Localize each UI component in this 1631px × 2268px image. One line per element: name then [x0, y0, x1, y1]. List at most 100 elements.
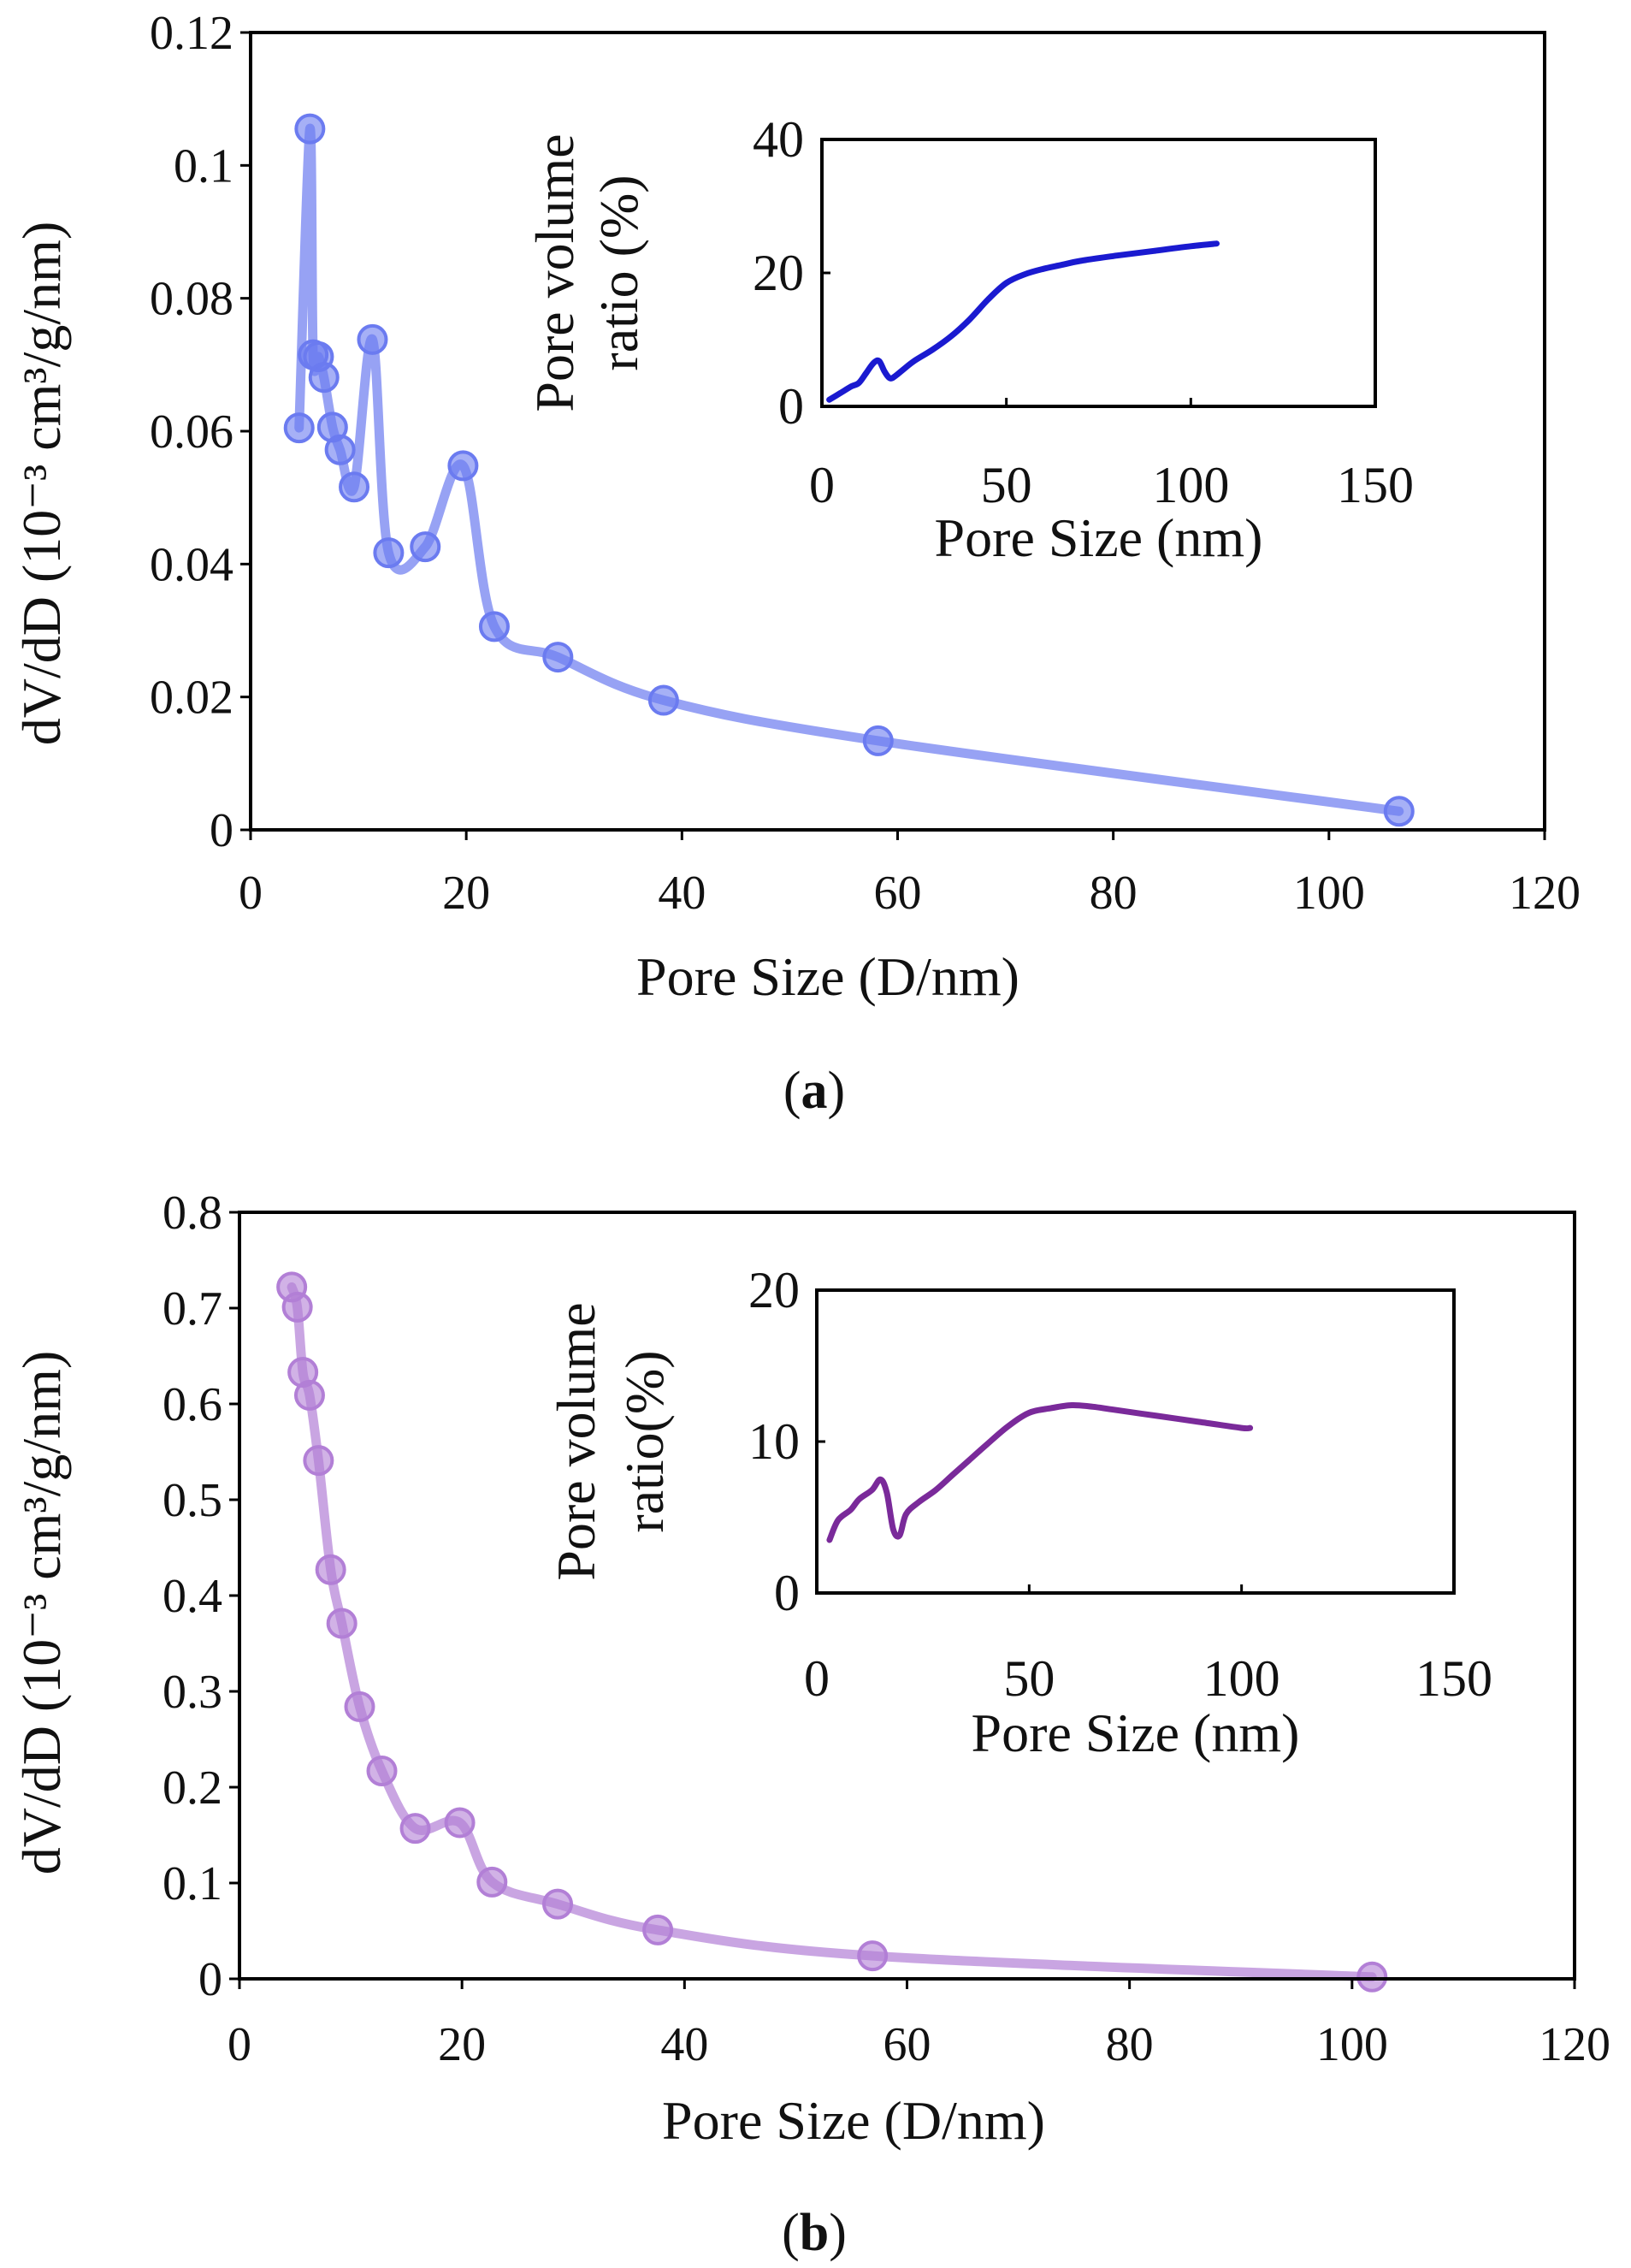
panel-a-plot-frame: [249, 31, 1546, 832]
panel-b-inset-line: [826, 1401, 1254, 1543]
panel-b-data-point: [642, 1914, 674, 1945]
panel-b-xtick-label: 100: [1316, 2018, 1388, 2071]
panel-a-inset-xtick-label: 0: [809, 457, 835, 513]
panel-a-data-point: [647, 684, 679, 716]
panel-b-data-point: [476, 1866, 508, 1898]
panel-a-xtick-label: 0: [239, 867, 263, 920]
panel-a-xtick-label: 120: [1509, 867, 1581, 920]
panel-b-inset-xtick-label: 100: [1203, 1650, 1280, 1707]
panel-b-xtick-label: 120: [1539, 2018, 1610, 2071]
panel-b-plot-frame: [238, 1211, 1576, 1981]
panel-a-ytick-label: 0.06: [150, 406, 233, 459]
panel-b-ytick-label: 0: [198, 1953, 222, 2006]
panel-a-inset-ylabel-line: ratio (%): [588, 175, 649, 370]
panel-a-inset-xtick-label: 50: [981, 457, 1032, 513]
panel-a-xtick-label: 40: [658, 867, 706, 920]
panel-b-series: [276, 1271, 1388, 1993]
panel-b-ytick-label: 0.7: [163, 1282, 222, 1335]
panel-b-data-point: [366, 1755, 398, 1786]
panel-b-data-point: [303, 1445, 334, 1477]
panel-a-data-point: [357, 323, 388, 355]
panel-b-xtick-label: 80: [1106, 2018, 1154, 2071]
panel-b-inset-xlabel: Pore Size (nm): [972, 1702, 1300, 1763]
panel-a-ytick-label: 0.12: [150, 7, 233, 60]
panel-b-inset-xtick-label: 150: [1415, 1650, 1492, 1707]
panel-a-data-point: [478, 611, 510, 643]
panel-a-inset-ytick-label: 20: [753, 245, 804, 301]
panel-b-data-point: [542, 1888, 574, 1920]
panel-a-inset-xtick-label: 150: [1337, 457, 1414, 513]
panel-b-ytick-label: 0.4: [163, 1570, 222, 1623]
panel-a-inset-ytick-label: 0: [778, 378, 804, 435]
panel-b-data-point: [315, 1554, 346, 1585]
panel-a-xlabel: Pore Size (D/nm): [636, 946, 1019, 1007]
panel-b-ytick-label: 0.8: [163, 1187, 222, 1240]
panel-a-data-point: [294, 113, 326, 145]
panel-b-inset: 0 10 20 0 50 100 150 Pore Size (nm) Pore volume r…: [546, 1262, 1492, 1763]
panel-a-letter: a: [801, 1062, 828, 1120]
panel-a-inset-xtick-label: 100: [1152, 457, 1229, 513]
panel-a-inset: 0 20 40 0 50 100 150 Pore Size (nm) Pore volume r…: [524, 111, 1414, 568]
panel-a-data-point: [308, 362, 340, 394]
panel-a-data-point: [410, 531, 441, 563]
panel-a-data-point: [339, 471, 370, 503]
panel-b-axes: 00.10.20.30.40.50.60.70.80 20 40 60 80 100 120: [163, 1187, 1610, 2071]
panel-b-ytick-label: 0.6: [163, 1378, 222, 1431]
panel-b-inset-frame: [815, 1288, 1456, 1595]
panel-b-inset-xtick-label: 50: [1003, 1650, 1055, 1707]
panel-a-inset-ytick-label: 40: [753, 111, 804, 168]
panel-a-label: (a): [783, 1062, 845, 1120]
panel-b-inset-ylabel-line: Pore volume: [546, 1302, 606, 1580]
panel-a-chart: 00.020.040.060.080.10.120 20 40 60 80 100 120 …: [11, 7, 1581, 1120]
panel-b-data-point: [281, 1291, 313, 1323]
panel-b-data-point: [344, 1691, 375, 1722]
panel-a-xtick-label: 100: [1293, 867, 1365, 920]
panel-b-inset-ytick-label: 0: [774, 1565, 800, 1621]
panel-b-ytick-label: 0.1: [163, 1857, 222, 1910]
panel-b-data-point: [857, 1940, 889, 1972]
panel-b-data-point: [444, 1807, 476, 1839]
panel-a-inset-line: [826, 240, 1220, 403]
panel-b-letter: b: [800, 2204, 829, 2262]
panel-b-inset-ytick-label: 20: [748, 1262, 800, 1318]
panel-b-inset-xtick-label: 0: [804, 1650, 830, 1707]
panel-a-data-point: [1383, 796, 1415, 827]
panel-b-ytick-label: 0.3: [163, 1666, 222, 1719]
panel-a-data-point: [373, 537, 405, 569]
panel-a-data-point: [862, 725, 894, 756]
panel-b-xlabel: Pore Size (D/nm): [662, 2090, 1045, 2151]
panel-a-series: [283, 113, 1415, 827]
panel-b-xtick-label: 60: [883, 2018, 931, 2071]
panel-a-inset-ylabel-line: Pore volume: [524, 133, 585, 412]
panel-b-data-point: [399, 1813, 431, 1845]
panel-a-xtick-label: 60: [874, 867, 922, 920]
panel-b-xtick-label: 40: [660, 2018, 708, 2071]
panel-b-xtick-label: 20: [438, 2018, 486, 2071]
panel-b-xtick-label: 0: [228, 2018, 251, 2071]
panel-a-data-point: [542, 642, 574, 673]
panel-b-ylabel: dV/dD (10⁻³ cm³/g/nm): [11, 1351, 72, 1875]
panel-a-ylabel: dV/dD (10⁻³ cm³/g/nm): [11, 222, 72, 746]
panel-b-chart: 00.10.20.30.40.50.60.70.80 20 40 60 80 100 120…: [11, 1187, 1610, 2262]
panel-a-ytick-label: 0.04: [150, 538, 233, 591]
panel-a-axes: 0 0.02 0.04 0.06 0.08 0.1 0.12 0 20 40 60 80 100 120: [150, 7, 1581, 920]
panel-a-ytick-label: 0.1: [174, 139, 233, 192]
panel-b-ytick-label: 0.5: [163, 1474, 222, 1527]
panel-b-label: (b): [782, 2204, 847, 2262]
panel-b-inset-ylabel-line: ratio(%): [614, 1350, 675, 1532]
panel-b-ytick-label: 0.2: [163, 1762, 222, 1815]
panel-b-data-point: [293, 1379, 325, 1411]
panel-b-data-point: [1356, 1961, 1388, 1993]
panel-b-inset-ytick-label: 10: [748, 1413, 800, 1470]
panel-a-data-point: [447, 450, 479, 482]
panel-a-data-point: [283, 412, 315, 444]
panel-a-xtick-label: 20: [442, 867, 490, 920]
panel-b-series-line: [287, 1282, 1377, 1982]
panel-a-xtick-label: 80: [1090, 867, 1138, 920]
panel-a-ytick-label: 0.02: [150, 672, 233, 725]
panel-b-data-point: [326, 1608, 358, 1639]
panel-a-ytick-label: 0: [210, 804, 233, 857]
panel-a-inset-xlabel: Pore Size (nm): [935, 507, 1263, 568]
panel-a-data-point: [324, 434, 356, 465]
